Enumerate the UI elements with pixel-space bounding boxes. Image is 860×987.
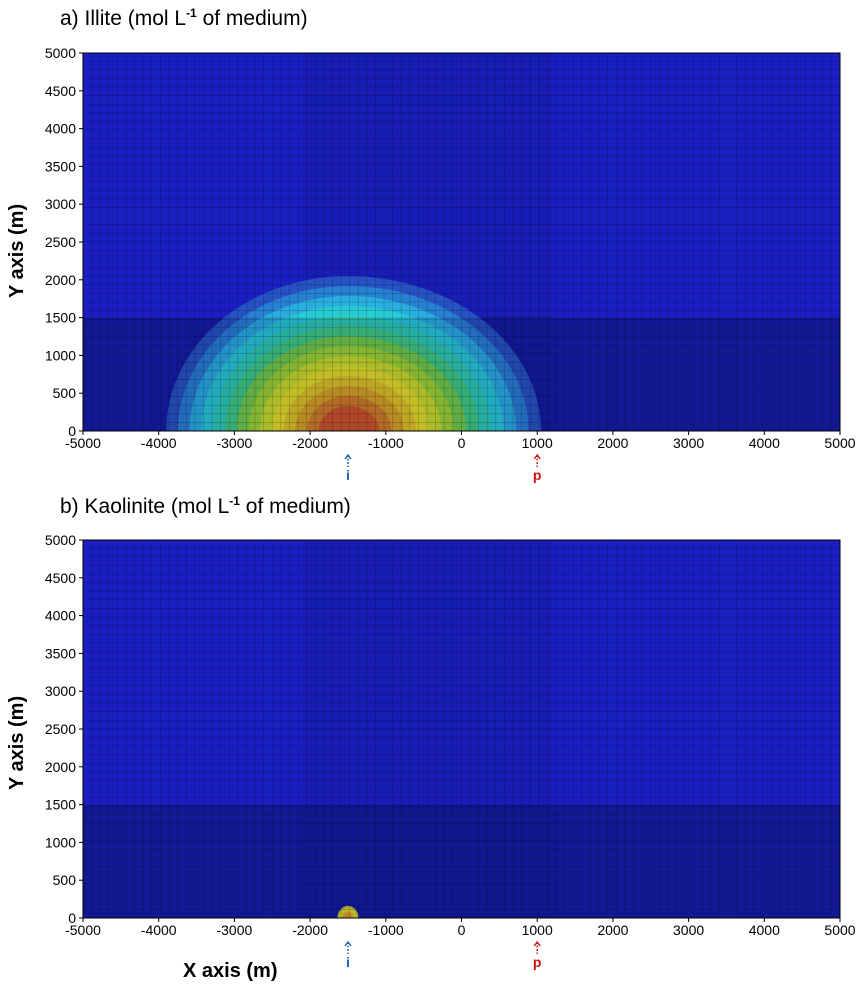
well-marker-label: p [533,954,542,970]
panel-b-title: b) Kaolinite (mol L-1 of medium) [60,494,351,519]
x-tick-label: -4000 [141,435,177,451]
well-marker-arrowhead [344,453,352,460]
y-tick-label: 2500 [45,721,76,737]
panel-a-label: a) [60,7,79,30]
y-tick-label: 4500 [45,570,76,586]
panel-a-title-exp: -1 [186,6,197,20]
x-tick-label: 4000 [749,435,780,451]
y-tick-label: 4000 [45,121,76,137]
x-tick-label: 1000 [522,922,553,938]
y-tick-label: 0 [68,423,76,439]
x-tick-label: 3000 [673,435,704,451]
x-tick-label: -5000 [65,922,101,938]
panel-b-title-exp: -1 [229,494,240,508]
well-marker-label: p [533,467,542,483]
panel-b-label: b) [60,495,79,518]
x-tick-label: 5000 [824,435,855,451]
lower-layer-zone [83,804,840,918]
x-tick-label: 0 [458,435,466,451]
y-tick-label: 500 [53,872,77,888]
panel-b-x-axis-label: X axis (m) [183,960,278,982]
well-marker-arrowhead [344,940,352,947]
y-tick-label: 2000 [45,759,76,775]
x-tick-label: -3000 [216,435,252,451]
x-tick-label: 2000 [597,435,628,451]
y-tick-label: 3000 [45,196,76,212]
panel-a-title-main: Illite (mol L [84,7,187,30]
y-tick-label: 1500 [45,310,76,326]
y-tick-label: 0 [68,910,76,926]
plume-class-0 [343,912,353,918]
panel-a-title-tail: of medium) [196,7,308,30]
x-tick-label: 0 [458,922,466,938]
y-tick-label: 3000 [45,683,76,699]
x-tick-label: -2000 [292,435,328,451]
x-tick-label: -1000 [368,922,404,938]
panel-b-title-tail: of medium) [239,495,351,518]
panel-b-title-main: Kaolinite (mol L [84,495,230,518]
x-tick-label: -2000 [292,922,328,938]
x-tick-label: -4000 [141,922,177,938]
y-tick-label: 1000 [45,347,76,363]
y-tick-label: 500 [53,385,77,401]
y-tick-label: 3500 [45,645,76,661]
y-tick-label: 1500 [45,797,76,813]
well-marker-label: i [346,467,350,483]
cell-grid [82,540,841,919]
panel-a-title: a) Illite (mol L-1 of medium) [60,6,308,31]
plume-class-1 [318,406,380,431]
x-tick-label: -1000 [368,435,404,451]
panel-a-plot: -5000 -4000 -3000 -2000 -1000 0 1000 2000 3000 40… [45,45,856,483]
x-tick-label: 4000 [749,922,780,938]
y-tick-label: 2500 [45,234,76,250]
cell-grid [82,53,841,432]
plume-shade [83,804,840,918]
x-tick-label: 1000 [522,435,553,451]
plume-shade [83,317,840,431]
y-tick-label: 3500 [45,158,76,174]
x-tick-label: -5000 [65,435,101,451]
y-tick-label: 4000 [45,608,76,624]
well-marker-label: i [346,954,350,970]
y-tick-label: 1000 [45,834,76,850]
well-marker-arrowhead [533,453,541,460]
y-tick-label: 2000 [45,272,76,288]
panel-b-plot: -5000 -4000 -3000 -2000 -1000 0 1000 2000 3000 40… [45,532,856,970]
y-tick-label: 5000 [45,45,76,61]
well-marker-arrowhead [533,940,541,947]
x-tick-label: -3000 [216,922,252,938]
x-tick-label: 5000 [824,922,855,938]
x-tick-label: 3000 [673,922,704,938]
y-tick-label: 5000 [45,532,76,548]
central-strip-zone [302,540,553,918]
x-tick-label: 2000 [597,922,628,938]
y-tick-label: 4500 [45,83,76,99]
